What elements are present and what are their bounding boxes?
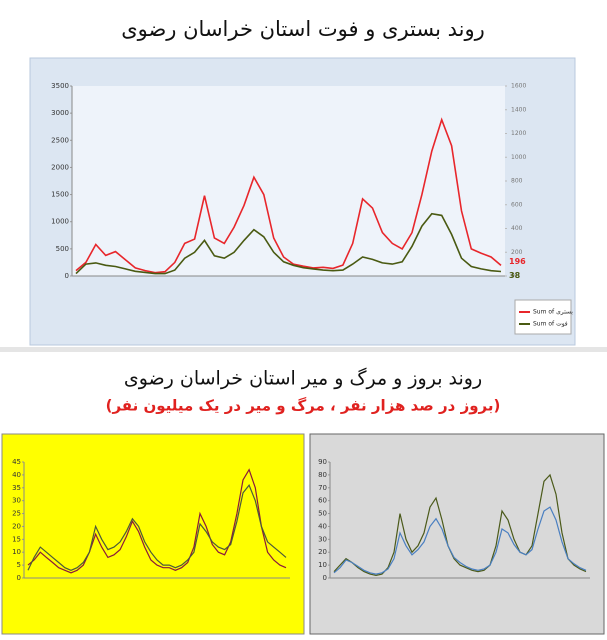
y-tick-label: 25 [12,510,21,518]
data-line [75,117,502,274]
y-tick-label: 40 [318,522,327,530]
y-tick-label: 1000 [51,218,69,226]
y-tick-label: 500 [56,245,69,253]
data-line [333,506,587,575]
y-tick-label: 45 [12,458,21,466]
separator [0,347,607,352]
y-tick-label: 3000 [51,109,69,117]
y2-tick-label: 1600 [511,83,526,90]
y-tick-label: 2500 [51,136,69,144]
y-tick-label: 50 [318,510,327,518]
section-title: روند بروز و مرگ و میر استان خراسان رضوی [124,368,482,390]
legend-label: Sum of فوت [533,321,568,328]
y-tick-label: 40 [12,471,21,479]
y-tick-label: 90 [318,458,327,466]
data-line [27,468,287,574]
data-line [75,212,502,275]
y2-tick-label: 400 [511,225,523,232]
chart-title: روند بستری و فوت استان خراسان رضوی [121,17,485,41]
plot-area [72,86,505,276]
y-tick-label: 15 [12,535,21,543]
y-tick-label: 35 [12,484,21,492]
y-tick-label: 5 [17,561,21,569]
y-tick-label: 2000 [51,163,69,171]
y-tick-label: 20 [12,522,21,530]
y-tick-label: 30 [12,497,21,505]
y-tick-label: 60 [318,497,327,505]
end-label: 38 [509,271,521,280]
y2-tick-label: 1000 [511,154,526,161]
chart-panel [1,433,305,635]
end-label: 196 [509,257,526,266]
legend-box [514,299,572,335]
y-tick-label: 0 [323,574,327,582]
y-tick-label: 80 [318,471,327,479]
y-tick-label: 20 [318,548,327,556]
y2-tick-label: 200 [511,249,523,256]
y-tick-label: 30 [318,535,327,543]
y2-tick-label: 800 [511,178,523,185]
y2-tick-label: 600 [511,201,523,208]
y2-tick-label: 0 [511,273,515,280]
y-tick-label: 70 [318,484,327,492]
y-tick-label: 0 [65,272,69,280]
y-tick-label: 10 [12,548,21,556]
legend-label: Sum of بستری [533,309,573,316]
y-tick-label: 10 [318,561,327,569]
data-line [333,473,587,577]
chart-panel [309,433,605,635]
y-tick-label: 1500 [51,191,69,199]
data-line [27,484,287,571]
section-subtitle: (بروز در صد هزار نفر ، مرگ و میر در یک م… [106,397,501,415]
y-tick-label: 3500 [51,82,69,90]
y-tick-label: 0 [17,574,21,582]
y2-tick-label: 1200 [511,130,526,137]
y2-tick-label: 1400 [511,106,526,113]
